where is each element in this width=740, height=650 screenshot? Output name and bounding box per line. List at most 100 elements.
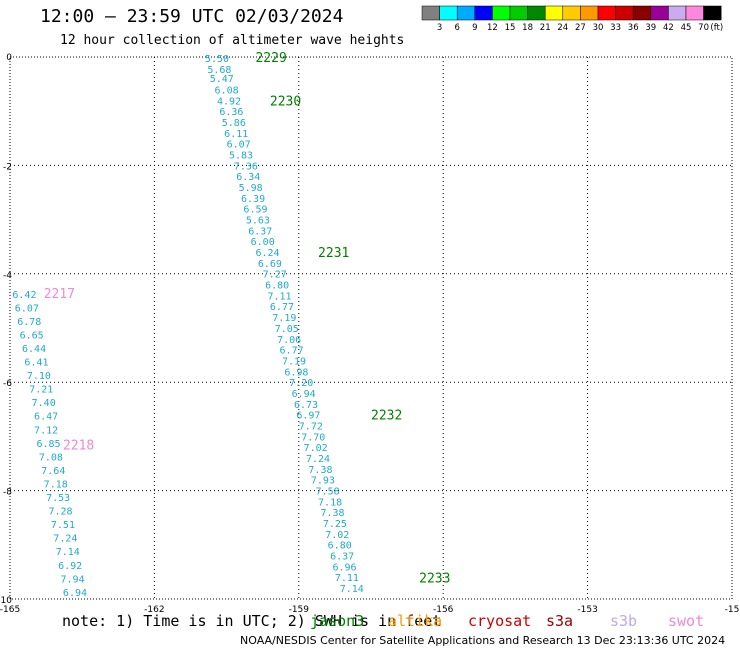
color-bar-swatch (703, 5, 722, 21)
color-bar-swatch (456, 5, 476, 21)
color-bar-label: 3 (437, 23, 442, 33)
x-tick-label: -156 (433, 605, 454, 615)
swh-value-label: 6.37 (330, 552, 354, 563)
swh-value-label: 7.18 (318, 497, 342, 508)
pass-time-label: 2229 (255, 51, 286, 66)
swh-value-label: 7.02 (304, 443, 328, 454)
legend-swot: swot (668, 612, 705, 630)
color-bar-swatch (685, 5, 704, 21)
swh-value-label: 7.25 (323, 519, 347, 530)
swh-value-label: 7.12 (34, 425, 58, 436)
pass-time-label: 2231 (318, 246, 349, 261)
swh-value-label: 6.69 (258, 259, 282, 270)
y-tick-label: -2 (3, 162, 12, 172)
swh-value-label: 6.41 (24, 358, 48, 369)
swh-value-label: 7.36 (234, 161, 258, 172)
swh-value-label: 7.94 (61, 574, 85, 585)
swh-value-label: 6.37 (248, 226, 272, 237)
swh-value-label: 6.77 (270, 302, 294, 313)
y-tick-label: -8 (3, 488, 12, 498)
color-bar-swatch (668, 5, 687, 21)
legend-s3a: s3a (546, 612, 574, 630)
y-tick-label: -4 (3, 271, 12, 281)
swh-value-label: 7.70 (301, 432, 325, 443)
swh-value-label: 6.59 (243, 205, 267, 216)
color-bar-swatch (562, 5, 581, 21)
color-bar-swatch (632, 5, 652, 21)
color-bar-unit: (ft) (710, 23, 723, 33)
swh-value-label: 6.11 (224, 129, 248, 140)
color-bar-swatch (527, 5, 546, 21)
color-bar-swatch (544, 5, 564, 21)
swh-value-label: 7.24 (306, 454, 330, 465)
swh-value-label: 6.65 (20, 330, 44, 341)
swh-value-label: 7.20 (289, 378, 313, 389)
swh-value-label: 4.92 (217, 96, 241, 107)
swh-value-label: 6.08 (215, 85, 239, 96)
color-bar-swatch (474, 5, 493, 21)
color-bar-label: 36 (628, 23, 639, 33)
color-bar-swatch (580, 5, 599, 21)
swh-value-label: 5.83 (229, 150, 253, 161)
swh-value-label: 7.08 (39, 452, 63, 463)
color-bar-swatch (492, 5, 511, 21)
color-bar-label: 9 (472, 23, 477, 33)
swh-value-label: 7.51 (51, 520, 75, 531)
swh-value-label: 7.19 (272, 313, 296, 324)
color-bar-swatch (509, 5, 528, 21)
swh-value-label: 6.80 (328, 541, 352, 552)
credit-line: NOAA/NESDIS Center for Satellite Applica… (240, 634, 726, 647)
swh-value-label: 7.53 (46, 493, 70, 504)
swh-value-label: 6.07 (227, 140, 251, 151)
data-points: 5.505.685.476.084.926.365.866.116.075.83… (12, 51, 450, 599)
y-tick-label: -6 (3, 379, 12, 389)
color-bar-label: 18 (522, 23, 533, 33)
x-tick-label: -153 (577, 605, 597, 615)
pass-time-label: 2232 (371, 409, 402, 424)
swh-value-label: 7.11 (267, 291, 291, 302)
legend-altika: altika (388, 612, 443, 630)
color-bar-swatch (597, 5, 616, 21)
swh-value-label: 5.47 (210, 74, 234, 85)
x-tick-label: -159 (289, 605, 310, 615)
y-tick-label: 0 (6, 53, 12, 63)
color-bar-label: 24 (557, 23, 568, 33)
swh-value-label: 5.98 (239, 183, 263, 194)
swh-value-label: 5.86 (222, 118, 246, 129)
chart-title: 12:00 – 23:59 UTC 02/03/2024 (40, 6, 344, 27)
swh-value-label: 7.40 (32, 398, 56, 409)
color-bar-label: 27 (575, 23, 586, 33)
swh-value-label: 7.10 (27, 371, 51, 382)
pass-time-label: 2217 (44, 287, 75, 302)
color-bar-swatch (421, 5, 440, 21)
color-bar-swatch (439, 5, 458, 21)
color-bar-label: 12 (487, 23, 498, 33)
pass-time-label: 2230 (270, 94, 301, 109)
swh-value-label: 7.38 (308, 465, 332, 476)
pass-time-label: 2233 (419, 571, 450, 586)
swh-value-label: 7.38 (320, 508, 344, 519)
swh-value-label: 6.07 (15, 303, 39, 314)
color-bar-label: 45 (681, 23, 692, 33)
swh-value-label: 7.18 (44, 479, 68, 490)
swh-value-label: 7.19 (282, 356, 306, 367)
swh-value-label: 6.34 (236, 172, 260, 183)
swh-value-label: 7.21 (29, 385, 53, 396)
swh-value-label: 5.63 (246, 216, 270, 227)
swh-value-label: 6.98 (284, 367, 308, 378)
color-bar-swatch (615, 5, 634, 21)
swh-value-label: 6.96 (332, 562, 356, 573)
x-tick-label: -162 (144, 605, 164, 615)
pass-time-label: 2218 (63, 439, 94, 454)
swh-value-label: 7.14 (340, 584, 364, 595)
swh-value-label: 6.94 (292, 389, 316, 400)
legend-jason3: jason3 (310, 612, 365, 630)
swh-value-label: 5.68 (207, 65, 231, 76)
swh-value-label: 7.05 (275, 324, 299, 335)
color-bar-label: 15 (505, 23, 516, 33)
swh-value-label: 6.47 (34, 412, 58, 423)
swh-value-label: 7.24 (53, 534, 77, 545)
color-bar-label: 33 (610, 23, 621, 33)
swh-value-label: 6.24 (255, 248, 279, 259)
swh-value-label: 6.80 (265, 281, 289, 292)
